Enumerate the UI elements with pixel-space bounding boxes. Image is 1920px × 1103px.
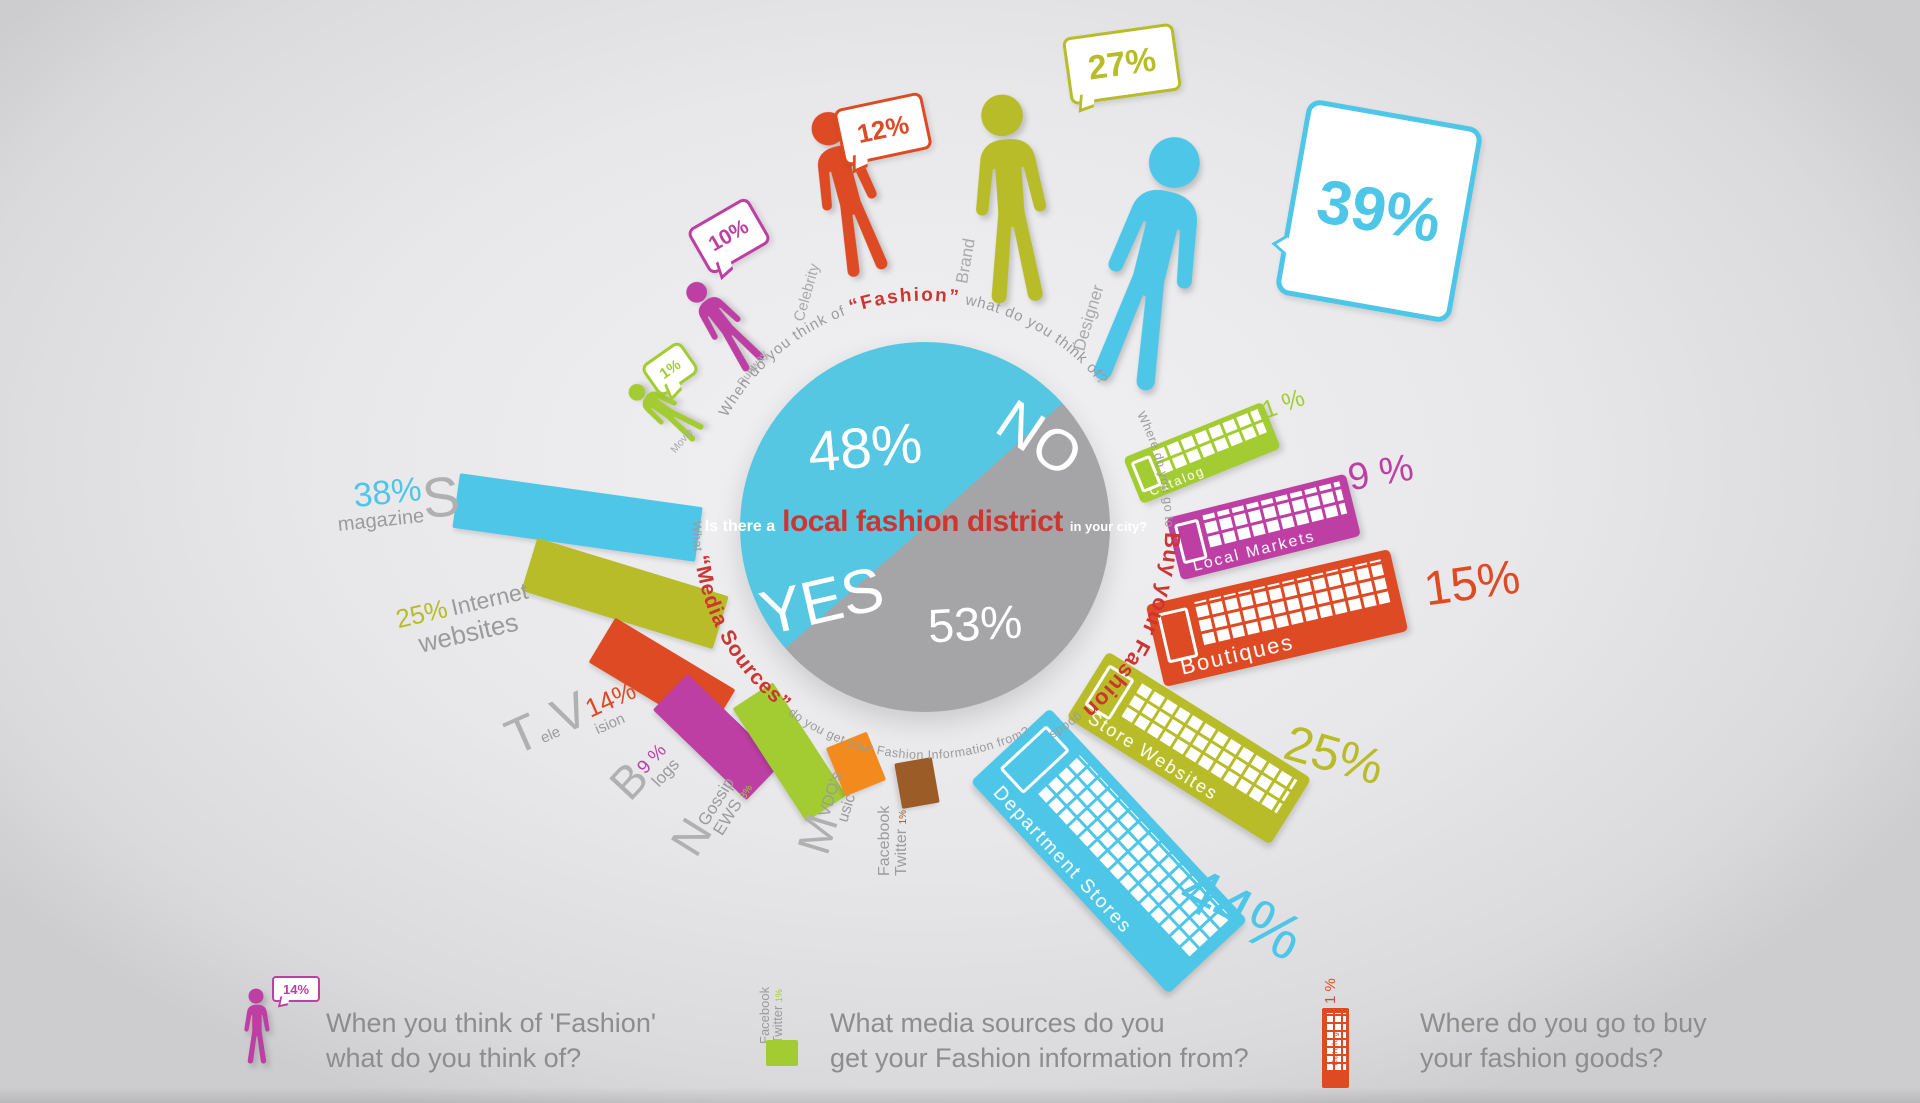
social-line2: Twitter (892, 828, 910, 876)
legend-media-badge-label: Facebook Twitter 1% (757, 987, 786, 1044)
bubble-celebrity-value: 12% (832, 91, 934, 167)
legend-buy-badge-label: Catalog (1330, 1031, 1340, 1066)
question-media-suffix: do you get your Fashion Information from… (783, 703, 1032, 762)
legend-buy-building-icon: Catalog (1322, 1008, 1349, 1088)
label-magazines: 38% magazine S (288, 464, 463, 540)
building-windows (1325, 1013, 1346, 1072)
pie-question-highlight: local fashion district (782, 505, 1063, 538)
label-blogs: B 9 % logs (599, 732, 684, 813)
bar-magazines (452, 473, 703, 562)
legend-media-swatch (766, 1040, 798, 1066)
legend-think-line1: When you think of 'Fashion' (326, 1008, 656, 1038)
bubble-brand-value: 27% (1061, 22, 1183, 106)
person-label-celebrity: Celebrity (790, 261, 824, 324)
vdo-value: 1% (848, 775, 864, 793)
pie-yes-value: 48% (805, 411, 925, 485)
social-value: 1% (897, 809, 909, 825)
legend-media-text: What media sources do you get your Fashi… (830, 1006, 1249, 1076)
pie-question-suffix: in your city? (1069, 519, 1148, 534)
label-internet-websites: 25% Internet websites (385, 574, 544, 663)
legend-media-line1: What media sources do you (830, 1008, 1165, 1038)
pie-chart-fashion-district (740, 342, 1110, 712)
legend-buy-line2: your fashion goods? (1420, 1043, 1664, 1073)
bottom-shadow (0, 1087, 1920, 1103)
bubble-designer-value: 39% (1274, 98, 1484, 324)
person-icon (238, 988, 274, 1066)
pie-question-prefix: Is there a (704, 518, 776, 535)
legend-buy-text: Where do you go to buy your fashion good… (1420, 1006, 1707, 1076)
legend-media-line2: get your Fashion information from? (830, 1043, 1249, 1073)
store-value-boutiques: 15% (1420, 550, 1524, 617)
legend-person-icon (238, 988, 274, 1066)
store-value-catalog: 1 % (1258, 383, 1309, 425)
store-value-local-markets: 9 % (1344, 446, 1417, 500)
legend-think-text: When you think of 'Fashion' what do you … (326, 1006, 656, 1076)
building-windows (1149, 408, 1269, 478)
legend-think-line2: what do you think of? (326, 1043, 582, 1073)
label-facebook-twitter: Facebook Twitter 1% (876, 776, 913, 876)
legend-media-badge-line2: Twitter (770, 1005, 785, 1044)
bubble-runway-value: 10% (685, 195, 773, 277)
pie-question: Is there a local fashion district in you… (705, 505, 1147, 539)
magazines-big-letter: S (419, 463, 463, 531)
legend-media-badge-value: 1% (774, 989, 784, 1003)
question-think-highlight: “Fashion” (847, 285, 962, 318)
legend-think-badge: 14% (272, 976, 320, 1002)
legend-buy-badge-value: 1 % (1322, 978, 1339, 1004)
legend-buy-line1: Where do you go to buy (1420, 1008, 1707, 1038)
store-building-catalog: Catalog (1123, 401, 1281, 505)
social-line1: Facebook (876, 805, 893, 876)
pie-no-value: 53% (926, 594, 1024, 653)
